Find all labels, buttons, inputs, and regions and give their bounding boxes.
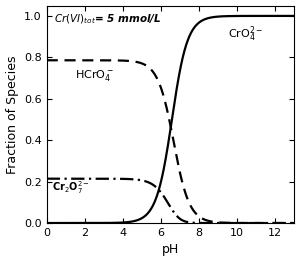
- Y-axis label: Fraction of Species: Fraction of Species: [6, 55, 19, 173]
- Text: HCrO$_4^-$: HCrO$_4^-$: [75, 68, 114, 83]
- Text: CrO$_4^{2-}$: CrO$_4^{2-}$: [228, 24, 263, 44]
- X-axis label: pH: pH: [162, 243, 179, 256]
- Text: Cr$_2$O$_7^{2-}$: Cr$_2$O$_7^{2-}$: [52, 179, 90, 196]
- Text: $\mathit{Cr(VI)_{tot}}$= 5 mmol/L: $\mathit{Cr(VI)_{tot}}$= 5 mmol/L: [54, 12, 162, 26]
